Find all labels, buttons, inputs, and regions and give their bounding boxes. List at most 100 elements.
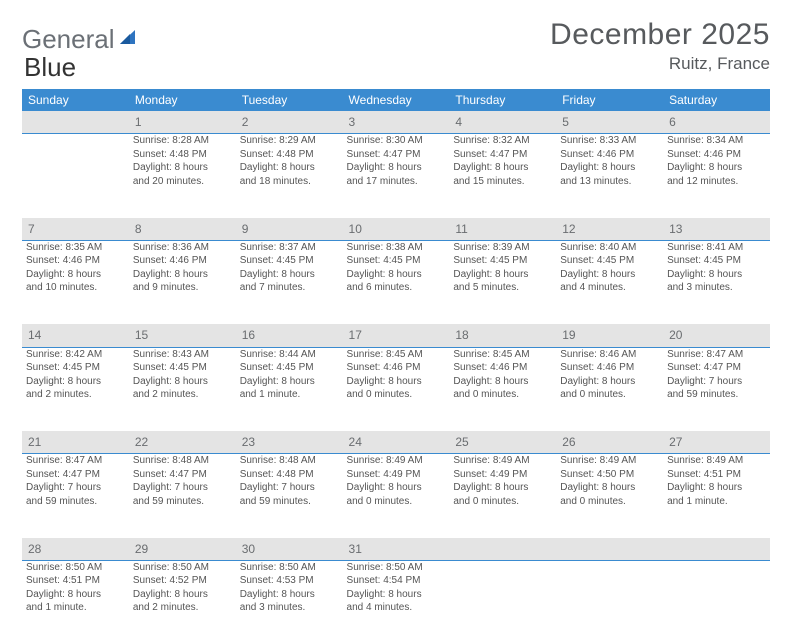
daylight-text-2: and 1 minute. [667,495,766,509]
sunset-text: Sunset: 4:48 PM [240,468,339,482]
daylight-text-1: Daylight: 8 hours [453,161,552,175]
sunset-text: Sunset: 4:46 PM [560,148,659,162]
day-data-cell: Sunrise: 8:50 AMSunset: 4:54 PMDaylight:… [343,560,450,644]
daylight-text-2: and 13 minutes. [560,175,659,189]
sunrise-text: Sunrise: 8:42 AM [26,348,125,362]
daylight-text-2: and 59 minutes. [240,495,339,509]
sunrise-text: Sunrise: 8:35 AM [26,241,125,255]
daylight-text-2: and 2 minutes. [133,388,232,402]
day-data-cell: Sunrise: 8:30 AMSunset: 4:47 PMDaylight:… [343,134,450,218]
daylight-text-1: Daylight: 8 hours [26,375,125,389]
day-number-row: 123456 [22,111,770,134]
sunset-text: Sunset: 4:46 PM [26,254,125,268]
daylight-text-2: and 59 minutes. [133,495,232,509]
day-data-cell: Sunrise: 8:36 AMSunset: 4:46 PMDaylight:… [129,240,236,324]
sunset-text: Sunset: 4:48 PM [240,148,339,162]
day-number-cell: 9 [236,218,343,241]
col-thursday: Thursday [449,89,556,111]
day-number-cell: 24 [343,431,450,454]
col-monday: Monday [129,89,236,111]
sunrise-text: Sunrise: 8:44 AM [240,348,339,362]
daylight-text-1: Daylight: 8 hours [453,268,552,282]
sunrise-text: Sunrise: 8:50 AM [347,561,446,575]
sunrise-text: Sunrise: 8:48 AM [133,454,232,468]
daylight-text-2: and 4 minutes. [560,281,659,295]
daylight-text-1: Daylight: 7 hours [26,481,125,495]
daylight-text-1: Daylight: 7 hours [667,375,766,389]
sunrise-text: Sunrise: 8:34 AM [667,134,766,148]
day-data-cell: Sunrise: 8:50 AMSunset: 4:52 PMDaylight:… [129,560,236,644]
sunset-text: Sunset: 4:46 PM [133,254,232,268]
day-data-cell [22,134,129,218]
sunset-text: Sunset: 4:45 PM [347,254,446,268]
sunrise-text: Sunrise: 8:30 AM [347,134,446,148]
sunset-text: Sunset: 4:47 PM [453,148,552,162]
sunrise-text: Sunrise: 8:29 AM [240,134,339,148]
day-number-cell [663,538,770,561]
brand-word-1: General [22,24,115,55]
daylight-text-2: and 18 minutes. [240,175,339,189]
title-block: December 2025 Ruitz, France [550,18,770,74]
day-number-cell: 21 [22,431,129,454]
daylight-text-1: Daylight: 8 hours [453,481,552,495]
daylight-text-2: and 0 minutes. [347,495,446,509]
sunrise-text: Sunrise: 8:41 AM [667,241,766,255]
sunset-text: Sunset: 4:45 PM [560,254,659,268]
day-number-row: 28293031 [22,538,770,561]
day-data-cell: Sunrise: 8:48 AMSunset: 4:48 PMDaylight:… [236,454,343,538]
col-saturday: Saturday [663,89,770,111]
day-number-cell: 16 [236,324,343,347]
sunset-text: Sunset: 4:51 PM [26,574,125,588]
daylight-text-1: Daylight: 8 hours [560,268,659,282]
daylight-text-2: and 9 minutes. [133,281,232,295]
day-data-cell: Sunrise: 8:49 AMSunset: 4:49 PMDaylight:… [449,454,556,538]
sunrise-text: Sunrise: 8:46 AM [560,348,659,362]
day-data-cell: Sunrise: 8:47 AMSunset: 4:47 PMDaylight:… [663,347,770,431]
daylight-text-2: and 12 minutes. [667,175,766,189]
daylight-text-1: Daylight: 8 hours [240,588,339,602]
day-number-cell: 11 [449,218,556,241]
daylight-text-1: Daylight: 7 hours [133,481,232,495]
day-number-cell: 12 [556,218,663,241]
daylight-text-1: Daylight: 8 hours [667,481,766,495]
day-data-cell: Sunrise: 8:45 AMSunset: 4:46 PMDaylight:… [343,347,450,431]
day-number-cell: 13 [663,218,770,241]
daylight-text-2: and 59 minutes. [26,495,125,509]
sunset-text: Sunset: 4:45 PM [453,254,552,268]
day-data-cell: Sunrise: 8:43 AMSunset: 4:45 PMDaylight:… [129,347,236,431]
day-number-cell: 23 [236,431,343,454]
sunset-text: Sunset: 4:46 PM [560,361,659,375]
sunrise-text: Sunrise: 8:49 AM [453,454,552,468]
day-data-cell: Sunrise: 8:40 AMSunset: 4:45 PMDaylight:… [556,240,663,324]
day-data-cell: Sunrise: 8:49 AMSunset: 4:49 PMDaylight:… [343,454,450,538]
day-data-cell: Sunrise: 8:42 AMSunset: 4:45 PMDaylight:… [22,347,129,431]
day-data-cell: Sunrise: 8:41 AMSunset: 4:45 PMDaylight:… [663,240,770,324]
sunrise-text: Sunrise: 8:32 AM [453,134,552,148]
sunset-text: Sunset: 4:47 PM [667,361,766,375]
day-data-cell: Sunrise: 8:33 AMSunset: 4:46 PMDaylight:… [556,134,663,218]
day-data-cell [663,560,770,644]
daylight-text-2: and 0 minutes. [453,388,552,402]
daylight-text-2: and 3 minutes. [667,281,766,295]
brand-word-2: Blue [24,52,76,82]
daylight-text-2: and 10 minutes. [26,281,125,295]
sunset-text: Sunset: 4:50 PM [560,468,659,482]
daylight-text-1: Daylight: 8 hours [26,268,125,282]
sunset-text: Sunset: 4:46 PM [347,361,446,375]
sunset-text: Sunset: 4:45 PM [26,361,125,375]
daylight-text-2: and 20 minutes. [133,175,232,189]
sunrise-text: Sunrise: 8:50 AM [26,561,125,575]
day-data-cell: Sunrise: 8:50 AMSunset: 4:51 PMDaylight:… [22,560,129,644]
calendar-page: General December 2025 Ruitz, France Blue… [0,0,792,612]
day-data-cell: Sunrise: 8:39 AMSunset: 4:45 PMDaylight:… [449,240,556,324]
sunrise-text: Sunrise: 8:49 AM [667,454,766,468]
sunset-text: Sunset: 4:49 PM [347,468,446,482]
sunset-text: Sunset: 4:47 PM [347,148,446,162]
calendar-header-row: Sunday Monday Tuesday Wednesday Thursday… [22,89,770,111]
daylight-text-2: and 1 minute. [240,388,339,402]
day-number-cell: 29 [129,538,236,561]
daylight-text-1: Daylight: 8 hours [133,268,232,282]
daylight-text-1: Daylight: 8 hours [26,588,125,602]
daylight-text-1: Daylight: 8 hours [133,588,232,602]
sunset-text: Sunset: 4:54 PM [347,574,446,588]
